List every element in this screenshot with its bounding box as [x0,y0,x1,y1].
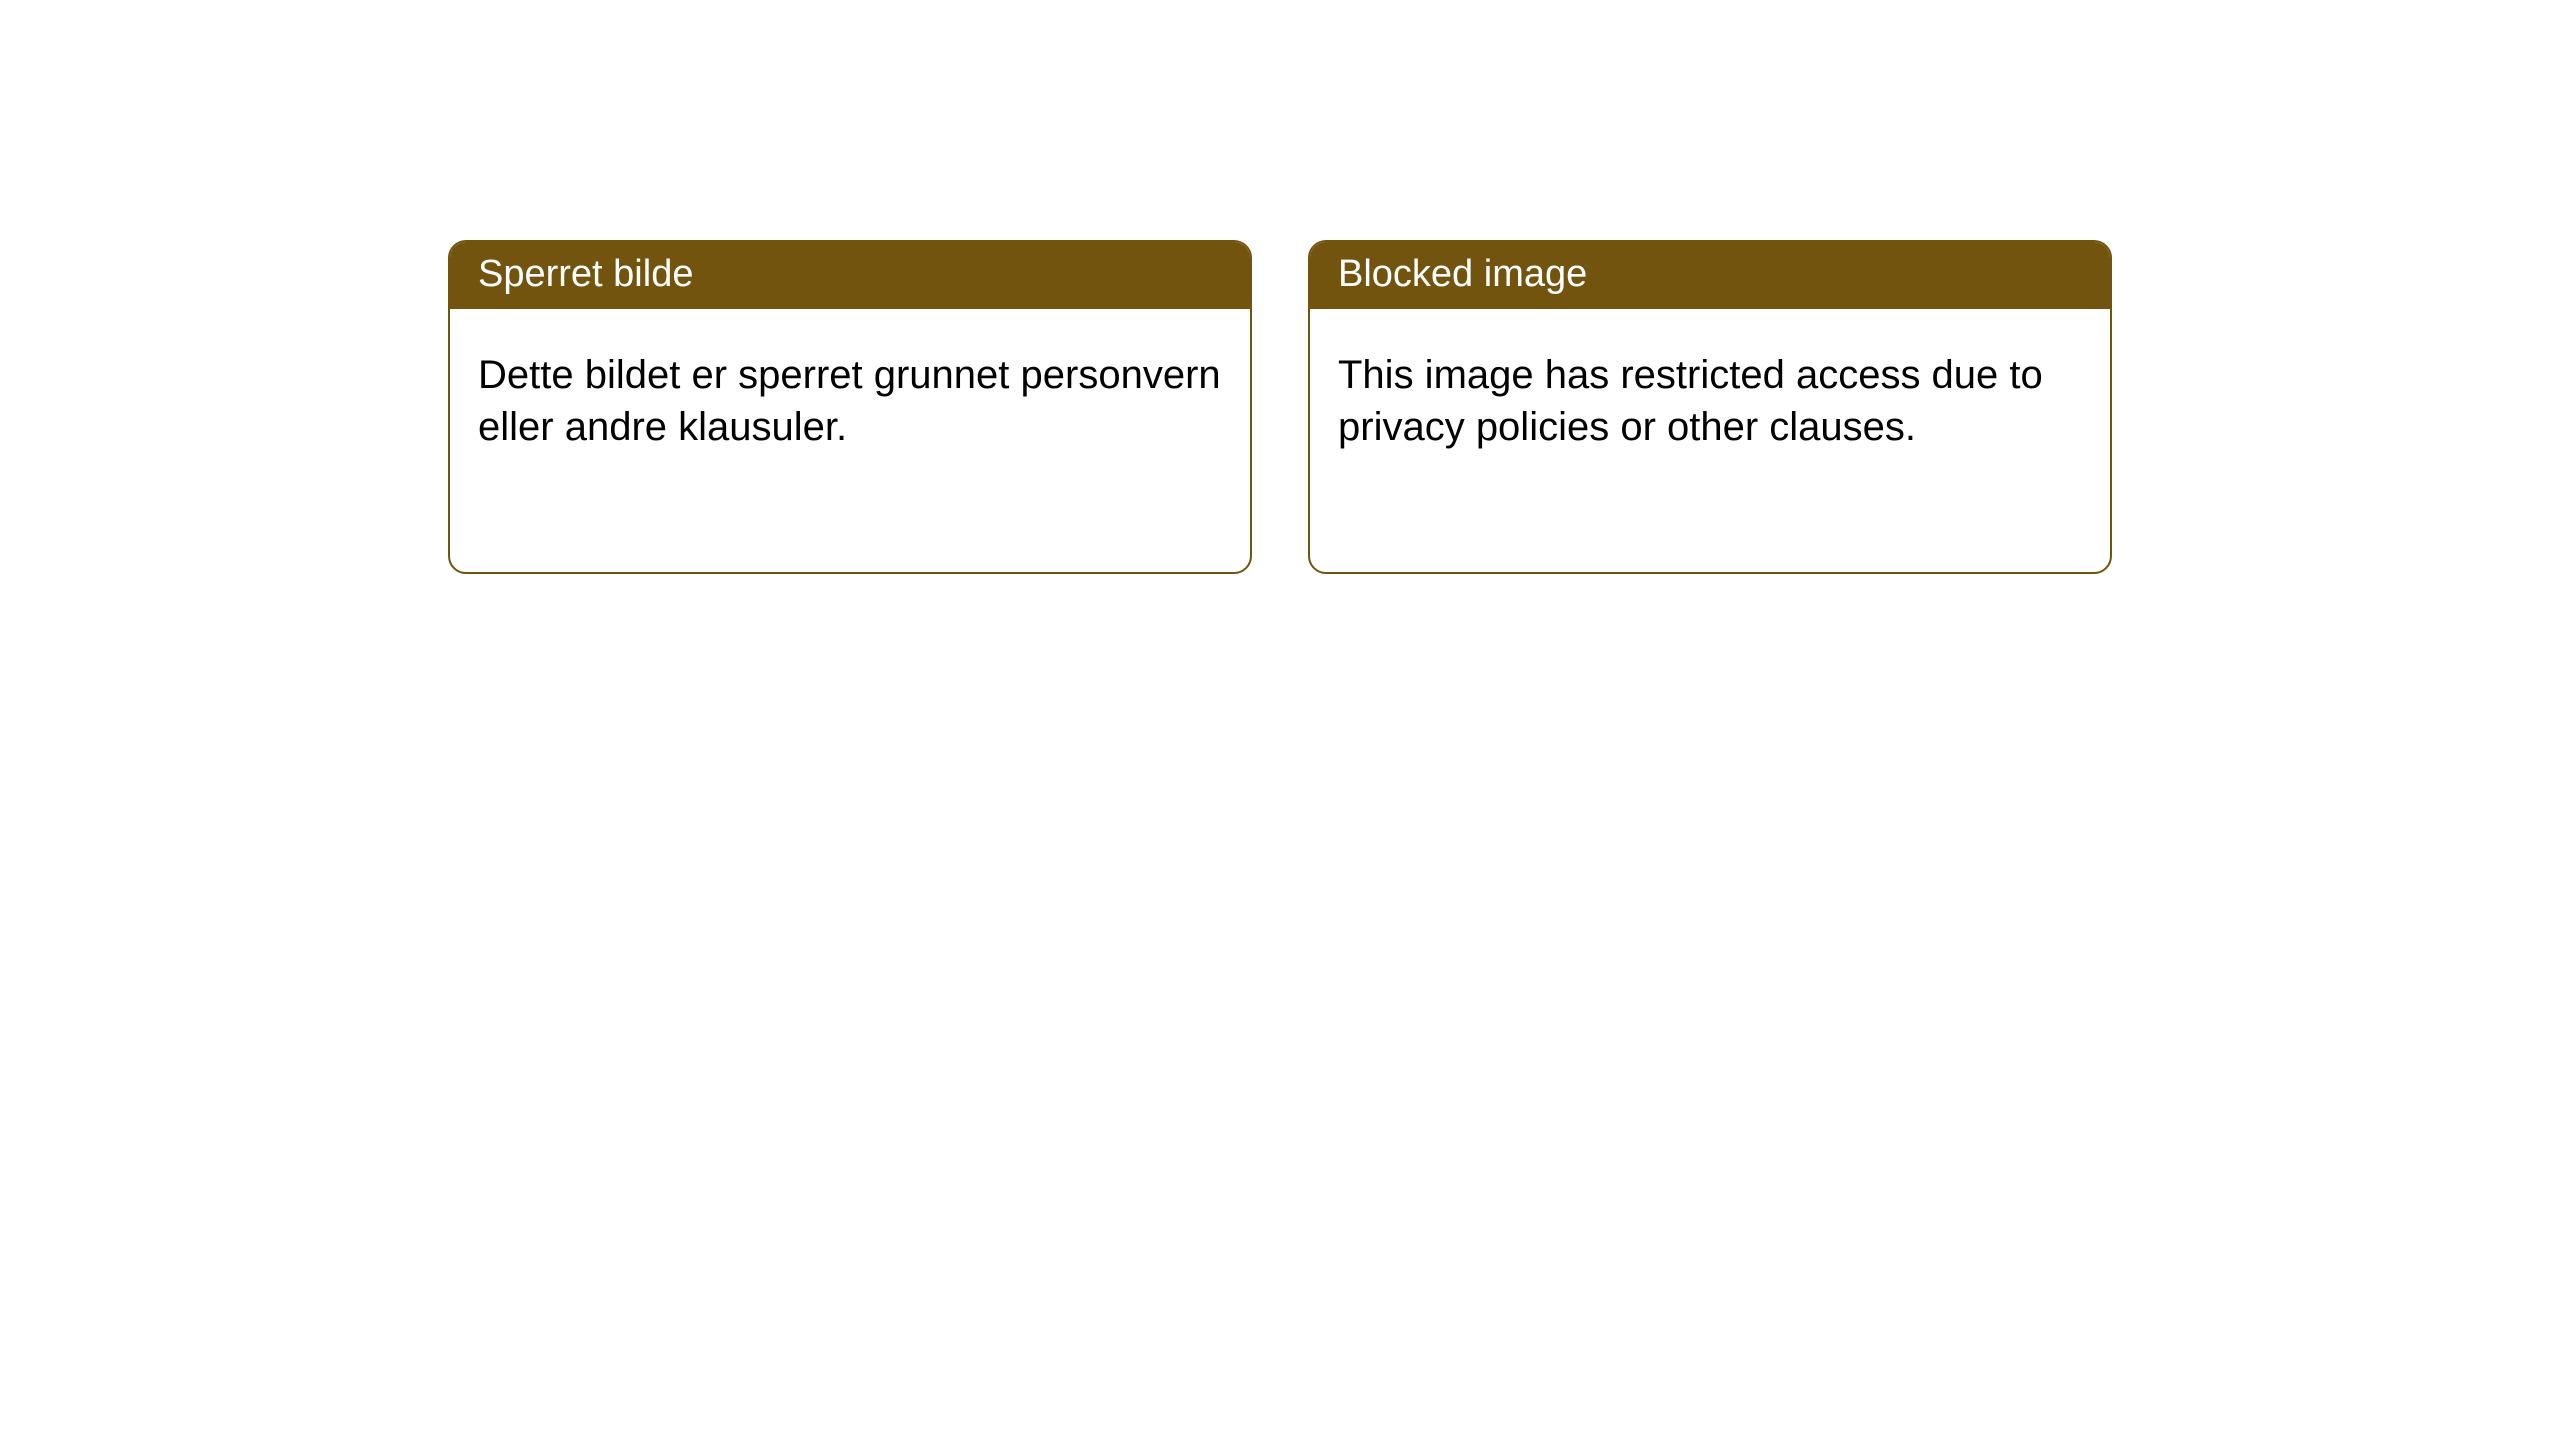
notice-card-body: This image has restricted access due to … [1310,309,2110,483]
notice-card-text: This image has restricted access due to … [1338,349,2082,453]
notice-card-text: Dette bildet er sperret grunnet personve… [478,349,1222,453]
notice-card-english: Blocked image This image has restricted … [1308,240,2112,574]
notice-card-title: Blocked image [1310,242,2110,309]
notice-card-title: Sperret bilde [450,242,1250,309]
notice-card-norwegian: Sperret bilde Dette bildet er sperret gr… [448,240,1252,574]
notice-container: Sperret bilde Dette bildet er sperret gr… [0,0,2560,574]
notice-card-body: Dette bildet er sperret grunnet personve… [450,309,1250,483]
